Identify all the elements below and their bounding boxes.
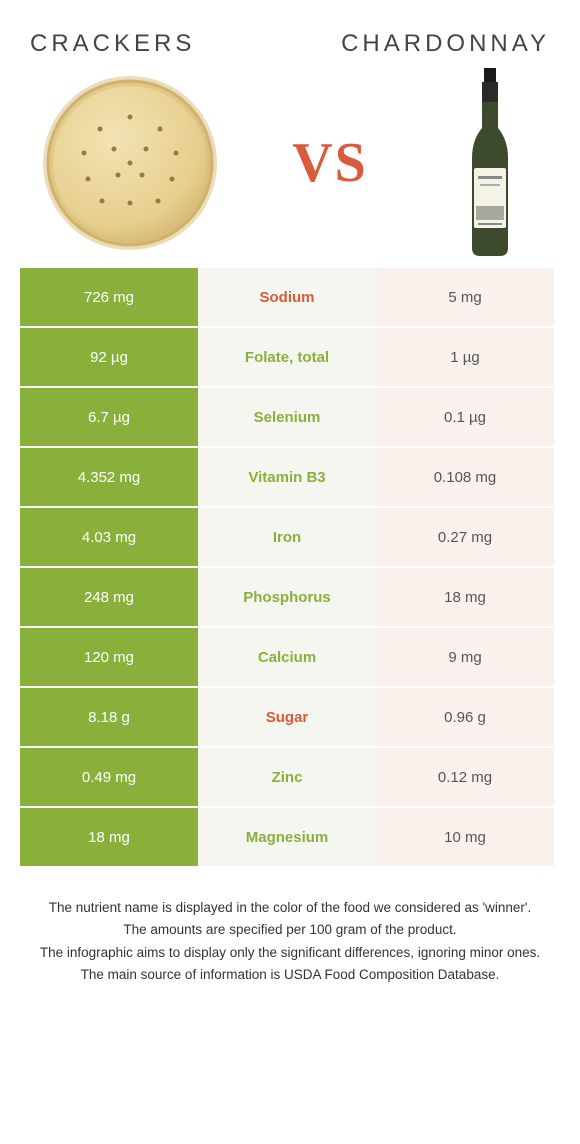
footnote-line: The amounts are specified per 100 gram o…	[30, 920, 550, 940]
left-food-title: CRACKERS	[30, 30, 195, 58]
nutrient-row: 0.49 mgZinc0.12 mg	[20, 748, 560, 808]
cracker-image	[30, 73, 230, 253]
right-value: 0.12 mg	[376, 748, 554, 806]
right-value: 10 mg	[376, 808, 554, 866]
left-value: 6.7 µg	[20, 388, 198, 446]
left-value: 248 mg	[20, 568, 198, 626]
left-value: 4.03 mg	[20, 508, 198, 566]
nutrient-label: Sugar	[198, 688, 376, 746]
footnote-line: The infographic aims to display only the…	[30, 943, 550, 963]
left-value: 4.352 mg	[20, 448, 198, 506]
nutrient-row: 92 µgFolate, total1 µg	[20, 328, 560, 388]
left-value: 726 mg	[20, 268, 198, 326]
left-value: 18 mg	[20, 808, 198, 866]
right-value: 0.27 mg	[376, 508, 554, 566]
footnote-line: The main source of information is USDA F…	[30, 965, 550, 985]
images-row: VS	[0, 68, 580, 268]
right-value: 0.1 µg	[376, 388, 554, 446]
right-food-title: CHARDONNAY	[341, 30, 550, 58]
left-value: 120 mg	[20, 628, 198, 686]
nutrient-label: Magnesium	[198, 808, 376, 866]
vs-text: VS	[292, 131, 368, 195]
right-value: 0.108 mg	[376, 448, 554, 506]
right-value: 5 mg	[376, 268, 554, 326]
nutrient-label: Phosphorus	[198, 568, 376, 626]
bottle-image	[430, 68, 550, 258]
left-value: 92 µg	[20, 328, 198, 386]
nutrient-row: 726 mgSodium5 mg	[20, 268, 560, 328]
footnote-line: The nutrient name is displayed in the co…	[30, 898, 550, 918]
nutrient-row: 18 mgMagnesium10 mg	[20, 808, 560, 868]
nutrient-row: 120 mgCalcium9 mg	[20, 628, 560, 688]
right-value: 1 µg	[376, 328, 554, 386]
nutrient-label: Selenium	[198, 388, 376, 446]
right-value: 18 mg	[376, 568, 554, 626]
nutrient-row: 6.7 µgSelenium0.1 µg	[20, 388, 560, 448]
footnotes: The nutrient name is displayed in the co…	[0, 868, 580, 985]
nutrient-label: Iron	[198, 508, 376, 566]
right-value: 9 mg	[376, 628, 554, 686]
comparison-table: 726 mgSodium5 mg92 µgFolate, total1 µg6.…	[0, 268, 580, 868]
nutrient-row: 248 mgPhosphorus18 mg	[20, 568, 560, 628]
nutrient-label: Calcium	[198, 628, 376, 686]
nutrient-label: Folate, total	[198, 328, 376, 386]
nutrient-label: Zinc	[198, 748, 376, 806]
left-value: 0.49 mg	[20, 748, 198, 806]
nutrient-row: 4.352 mgVitamin B30.108 mg	[20, 448, 560, 508]
title-row: CRACKERS CHARDONNAY	[0, 0, 580, 68]
nutrient-row: 8.18 gSugar0.96 g	[20, 688, 560, 748]
nutrient-label: Vitamin B3	[198, 448, 376, 506]
left-value: 8.18 g	[20, 688, 198, 746]
right-value: 0.96 g	[376, 688, 554, 746]
nutrient-row: 4.03 mgIron0.27 mg	[20, 508, 560, 568]
nutrient-label: Sodium	[198, 268, 376, 326]
